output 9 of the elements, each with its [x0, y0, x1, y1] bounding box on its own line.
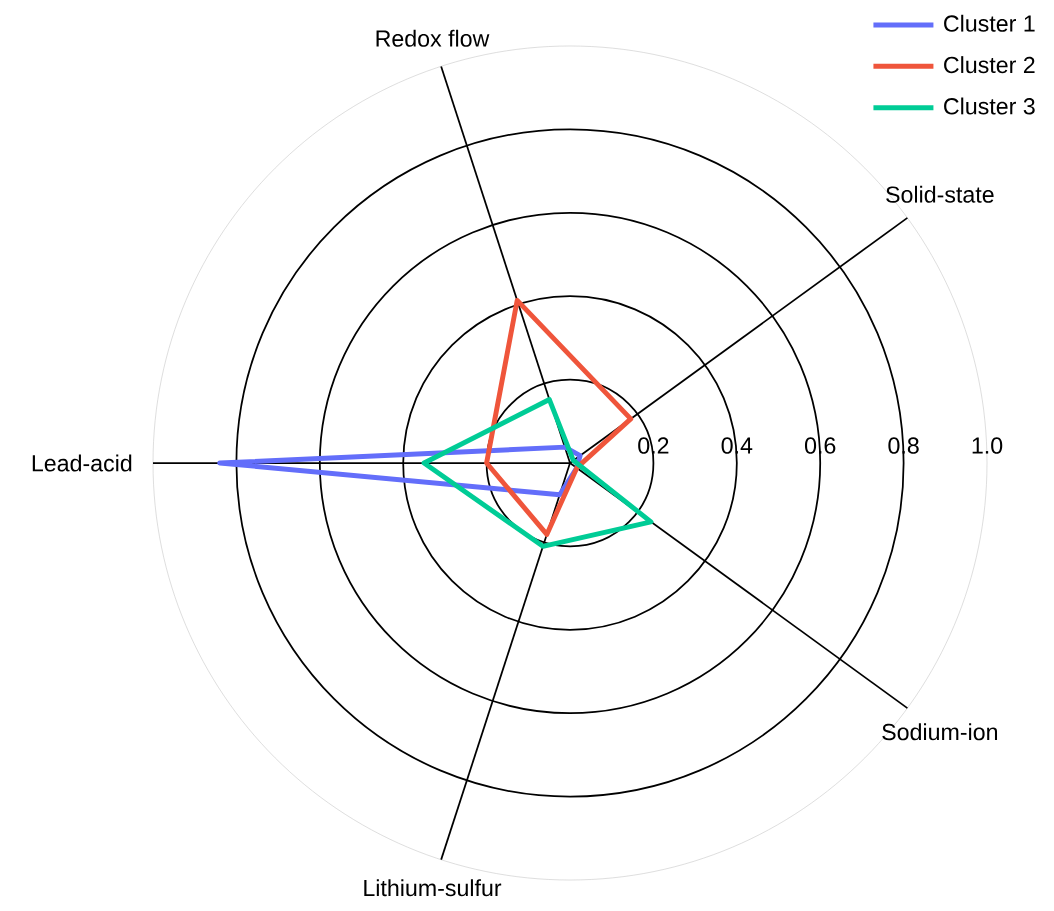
spoke-label: Solid-state	[886, 185, 994, 203]
spoke-label: Lithium-sulfur	[364, 879, 502, 897]
y-tick-label: 1.0	[972, 437, 1003, 454]
legend-label: Cluster 3	[944, 97, 1035, 115]
legend-label: Cluster 1	[944, 14, 1035, 32]
spoke-label: Sodium-ion	[882, 723, 998, 741]
spoke-label: Lead-acid	[32, 454, 132, 472]
legend-label: Cluster 2	[944, 56, 1035, 74]
spoke-label: Redox flow	[376, 29, 490, 47]
